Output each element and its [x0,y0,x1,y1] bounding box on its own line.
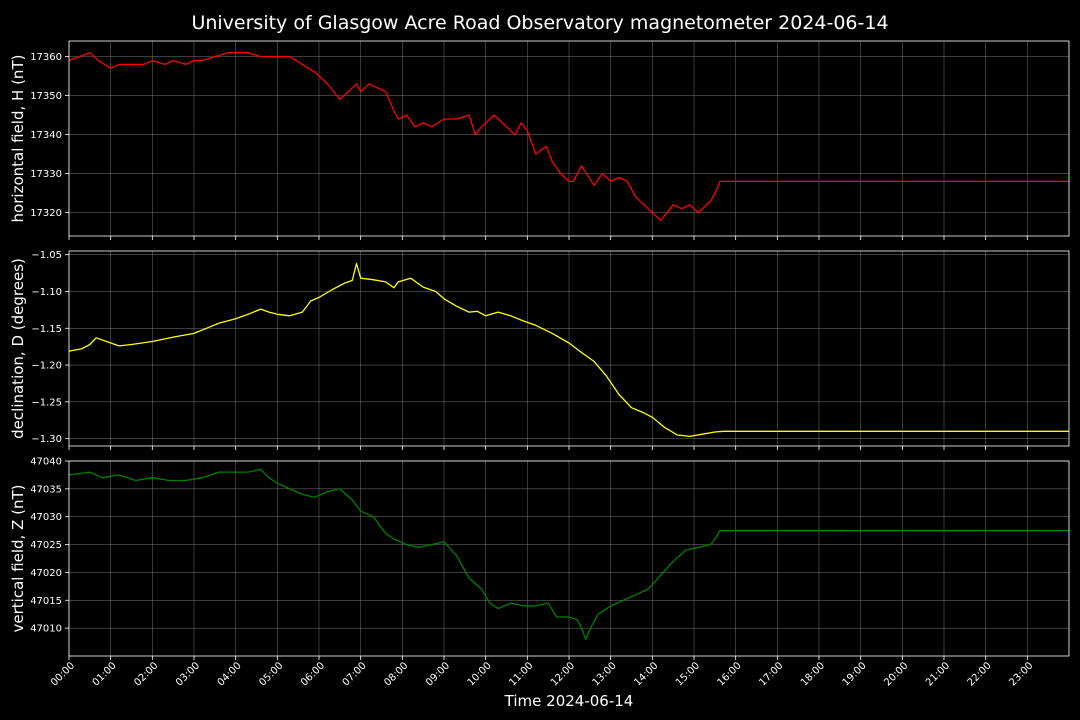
x-axis-label: Time 2024-06-14 [504,692,634,710]
y-axis-label: horizontal field, H (nT) [9,55,27,223]
y-tick-label: 17320 [30,208,62,219]
y-tick-label: 47015 [30,596,62,607]
vertical-field-series-line [68,468,1069,640]
y-tick-label: −1.15 [31,324,62,335]
declination-panel: −1.30 −1.25 −1.20 −1.15 −1.10 −1.05 declinatio… [9,250,1070,450]
y-tick-label: −1.25 [31,397,62,408]
axes-frame [68,250,1070,447]
y-tick-label: −1.30 [31,434,62,445]
y-tick-label: 17350 [30,91,62,102]
axes-frame [68,460,1070,657]
y-tick-label: −1.10 [31,287,62,298]
y-tick-label: 17340 [30,130,62,141]
y-tick-label: 17330 [30,169,62,180]
y-tick-label: −1.20 [31,361,62,372]
axes-frame [68,40,1070,237]
y-tick-label: 47040 [30,457,62,468]
declination-series-line [68,262,1069,438]
horizontal-field-series-line [68,52,1069,222]
y-tick-label: 47025 [30,540,62,551]
y-axis-label: declination, D (degrees) [9,258,27,439]
y-tick-label: 47020 [30,568,62,579]
y-tick-label: −1.05 [31,250,62,261]
figure-title: University of Glasgow Acre Road Observat… [191,12,888,34]
y-tick-label: 47010 [30,624,62,635]
y-tick-label: 47030 [30,512,62,523]
y-tick-label: 47035 [30,484,62,495]
y-tick-label: 17360 [30,52,62,63]
y-axis-label: vertical field, Z (nT) [9,484,27,632]
vertical-field-panel: 47010 47015 47020 47025 47030 47035 47040 verti… [9,457,1070,660]
